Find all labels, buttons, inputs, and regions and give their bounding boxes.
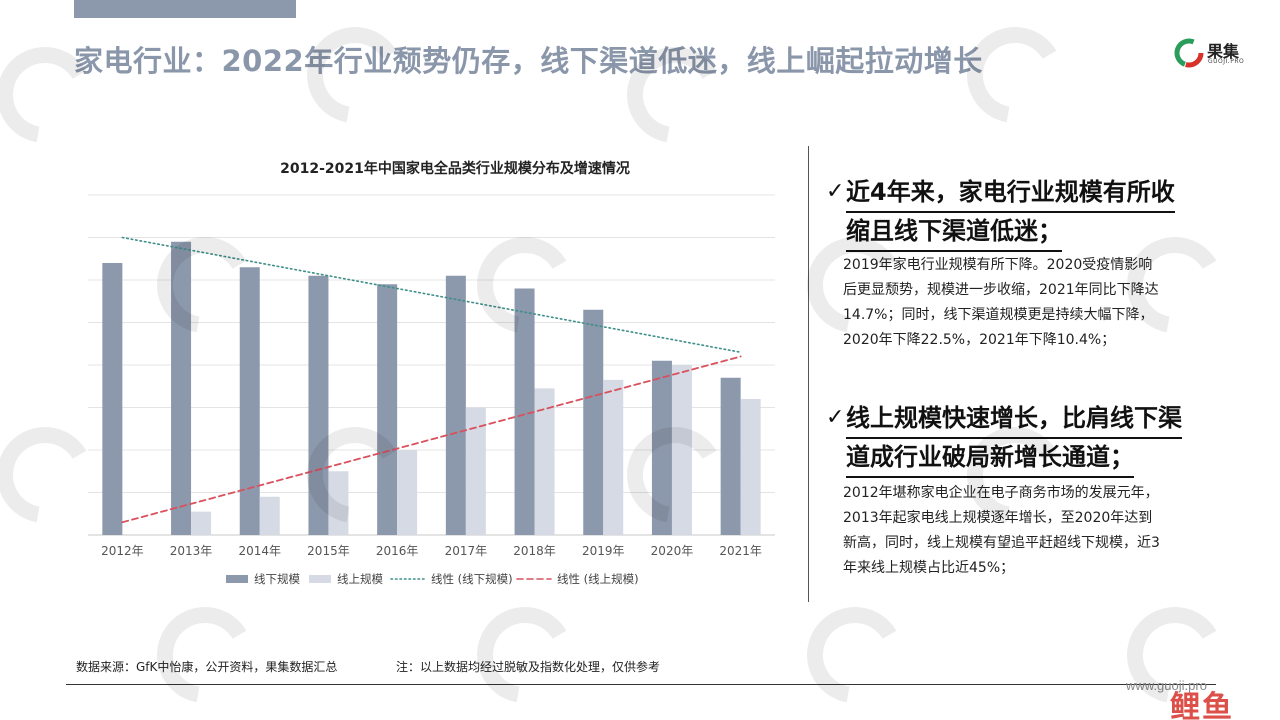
bar-chart: 2012年 2013年 2014年 2015年 2016年 2017年 2018年 2019年… [88,194,775,586]
x-tick-label: 2014年 [238,544,281,558]
bar-offline [514,288,535,535]
bullet-body-2-line-1: 2012年堪称家电企业在电子商务市场的发展元年， [843,485,1159,501]
legend-label: 线上规模 [337,572,383,586]
x-tick-label: 2013年 [170,544,213,558]
x-tick-label: 2020年 [651,544,694,558]
bullet-body-1-line-1: 2019年家电行业规模有所下降。2020受疫情影响 [843,257,1153,273]
bar-offline [377,284,398,535]
x-tick-label: 2019年 [582,544,625,558]
legend-swatch [226,575,248,583]
legend-label: 线性 (线上规模) [557,572,639,586]
bullet-body-1-line-2: 后更显颓势，规模进一步收缩，2021年同比下降达 [843,282,1159,298]
x-tick-label: 2012年 [101,544,144,558]
bar-offline [308,275,329,535]
bar-online [191,511,212,535]
trend-lines [121,236,742,524]
chart-legend: 线下规模 线上规模 线性 (线下规模) 线性 (线上规模) [226,572,639,586]
bar-offline [651,360,672,535]
watermark-logo [800,600,910,714]
bar-online [259,496,280,535]
bar-online [603,379,624,535]
bullet-heading-1-line-2: 缩且线下渠道低迷； [846,213,1062,252]
legend-swatch [309,575,331,583]
bar-offline [445,275,466,535]
logo: 果集 GUOJI.PRO [1174,36,1254,72]
bar-online [740,399,761,535]
bar-offline [720,377,741,535]
x-tick-label: 2018年 [513,544,556,558]
bars [102,241,761,535]
bullet-heading-2-line-2: 道成行业破局新增长通道； [846,439,1134,478]
watermark-logo [150,600,260,714]
bullet-body-2-line-3: 新高，同时，线上规模有望追平赶超线下规模，近3 [843,535,1160,551]
bar-online [397,450,418,535]
bullet-body-1-line-3: 14.7%；同时，线下渠道规模更是持续大幅下降， [843,307,1154,323]
bar-offline [583,309,604,535]
legend-label: 线下规模 [254,572,300,586]
bullet-heading-1-line-1: 近4年来，家电行业规模有所收 [846,174,1175,213]
bar-offline [171,241,192,535]
bullet-body-2: 2012年堪称家电企业在电子商务市场的发展元年， 2013年起家电线上规模逐年增… [843,481,1160,581]
bullet-body-2-line-4: 年来线上规模占比近45%； [843,560,1015,576]
legend-label: 线性 (线下规模) [431,572,513,586]
bar-online [328,471,349,535]
bar-online [671,365,692,535]
site-watermark-mark: 鲤鱼 [1170,690,1234,720]
bullet-heading-2-line-1: 线上规模快速增长，比肩线下渠 [846,400,1182,439]
logo-subtitle: GUOJI.PRO [1208,58,1245,65]
x-tick-label: 2016年 [376,544,419,558]
x-tick-label: 2015年 [307,544,350,558]
bullet-heading-2: ✓ 线上规模快速增长，比肩线下渠 道成行业破局新增长通道； [826,400,1182,478]
bar-online [534,388,555,535]
top-accent-bar [74,0,296,18]
x-tick-label: 2021年 [719,544,762,558]
logo-name: 果集 [1207,42,1240,61]
check-icon: ✓ [826,179,845,204]
bar-online [465,407,486,535]
bullet-body-2-line-2: 2013年起家电线上规模逐年增长，至2020年达到 [843,510,1153,526]
x-tick-label: 2017年 [445,544,488,558]
bullet-body-1-line-4: 2020年下降22.5%，2021年下降10.4%； [843,332,1116,348]
chart-title: 2012-2021年中国家电全品类行业规模分布及增速情况 [280,161,630,177]
watermark-logo [470,600,580,714]
trendline-offline [121,236,742,354]
x-tick-labels: 2012年 2013年 2014年 2015年 2016年 2017年 2018年 2019年… [101,544,762,558]
data-source-note: 数据来源：GfK中怡康，公开资料，果集数据汇总 [76,660,338,674]
disclaimer-note: 注：以上数据均经过脱敏及指数化处理，仅供参考 [396,660,661,674]
bullet-heading-1: ✓ 近4年来，家电行业规模有所收 缩且线下渠道低迷； [826,174,1175,252]
check-icon: ✓ [826,405,845,430]
footer-divider [66,684,1216,685]
guoji-logo-icon [1174,38,1204,68]
page-title: 家电行业：2022年行业颓势仍存，线下渠道低迷，线上崛起拉动增长 [74,44,983,78]
site-url[interactable]: www.guoji.pro [1126,678,1207,693]
trendline-online [121,355,742,524]
bar-offline [239,267,260,535]
bullet-body-1: 2019年家电行业规模有所下降。2020受疫情影响 后更显颓势，规模进一步收缩，… [843,253,1159,353]
chart-area: 2012-2021年中国家电全品类行业规模分布及增速情况 2012年 2013年 2… [60,150,790,600]
bar-offline [102,263,123,535]
vertical-divider [808,146,809,602]
